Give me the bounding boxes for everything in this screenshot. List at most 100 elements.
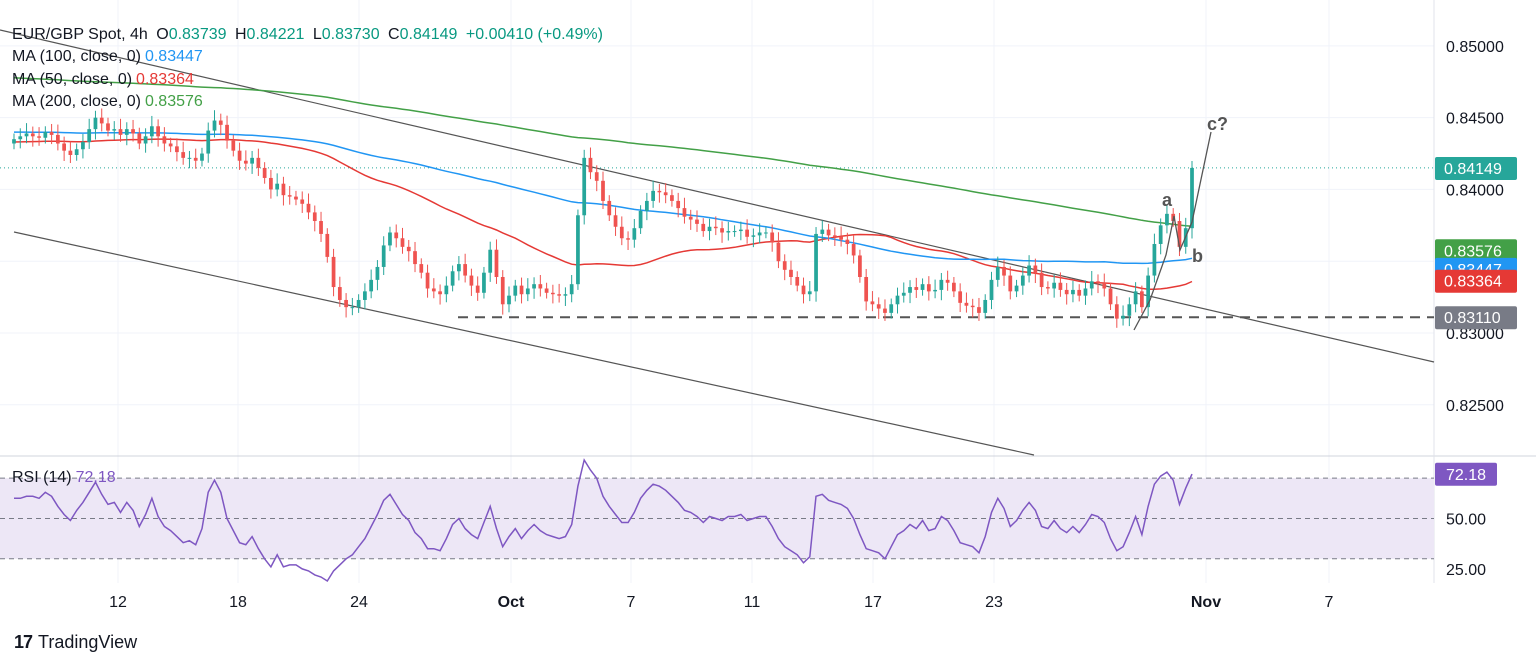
symbol-title: EUR/GBP Spot, 4h	[12, 26, 148, 43]
candle-body	[337, 287, 342, 300]
candle	[388, 226, 392, 252]
candle	[118, 118, 123, 142]
price-tag-label: 0.83364	[1444, 274, 1502, 291]
candle-body	[1190, 167, 1194, 229]
ma200-line	[13, 77, 1193, 228]
wave-projection-line	[1133, 131, 1212, 331]
candle-body	[738, 229, 743, 232]
candle	[670, 189, 674, 207]
candle-body	[707, 226, 712, 232]
candle	[532, 277, 536, 299]
candle	[782, 254, 787, 281]
candle-body	[845, 239, 850, 244]
candle	[225, 115, 229, 149]
candle-body	[62, 143, 66, 151]
tradingview-logo-icon: 17	[14, 632, 33, 652]
candle-body	[500, 277, 505, 305]
candle-body	[607, 200, 612, 216]
candle-body	[839, 236, 843, 240]
legend-ma50: MA (50, close, 0) 0.83364	[12, 71, 198, 89]
low-label: L	[312, 26, 322, 43]
candle	[801, 277, 806, 304]
candle-body	[1165, 213, 1169, 226]
candle-body	[594, 172, 599, 181]
candle	[149, 115, 154, 144]
legend-ma50-value: 0.83364	[136, 71, 194, 88]
candle-body	[801, 285, 806, 295]
candle-body	[638, 210, 643, 229]
candle	[425, 264, 430, 298]
candle	[657, 183, 662, 203]
candle-body	[544, 288, 549, 293]
tradingview-logo[interactable]: 17 TradingView	[14, 632, 137, 653]
candle	[43, 126, 48, 144]
candle	[68, 141, 73, 164]
y-tick-label: 0.83000	[1446, 326, 1504, 343]
candle	[945, 270, 950, 291]
candle	[757, 223, 762, 244]
candle-body	[920, 284, 925, 290]
candle	[601, 171, 605, 209]
candle-body	[939, 279, 944, 290]
candle-body	[1121, 315, 1125, 319]
candle	[582, 149, 587, 225]
high-label: H	[234, 26, 247, 43]
candle	[419, 258, 424, 279]
candle	[256, 148, 261, 176]
candle	[369, 269, 374, 299]
candle	[1046, 281, 1050, 295]
candle	[93, 110, 98, 140]
candle	[1121, 305, 1125, 326]
candle-body	[983, 299, 988, 313]
close-value: 0.84149	[399, 26, 458, 43]
candle-body	[613, 215, 618, 227]
candle-body	[156, 126, 160, 137]
candle	[337, 276, 342, 307]
candle	[1033, 258, 1038, 284]
candle	[1064, 283, 1069, 305]
candle-body	[212, 120, 217, 131]
x-tick-label: Oct	[498, 594, 525, 611]
candle-body	[814, 233, 818, 292]
candle	[1052, 274, 1057, 298]
candle-body	[914, 287, 919, 290]
candle-body	[895, 295, 900, 305]
candle	[995, 256, 1000, 287]
candle	[1165, 204, 1169, 234]
candle-body	[964, 302, 969, 306]
candle-body	[55, 134, 60, 144]
candle-body	[688, 216, 693, 220]
candle	[569, 274, 574, 303]
x-tick-label: Nov	[1191, 594, 1221, 611]
candle	[770, 224, 775, 252]
candle-body	[438, 291, 442, 295]
candle	[701, 218, 706, 237]
candle	[375, 260, 380, 291]
candle-body	[494, 249, 499, 277]
x-tick-label: 7	[627, 594, 636, 611]
candle-body	[344, 299, 348, 308]
candle	[49, 123, 54, 145]
close-label: C	[388, 26, 400, 43]
candle	[908, 280, 912, 304]
candle	[312, 205, 317, 232]
candle-body	[1046, 287, 1050, 289]
candle	[651, 180, 655, 208]
candle-body	[381, 245, 386, 267]
candle-body	[1008, 275, 1013, 292]
candle	[901, 282, 906, 303]
candle-body	[231, 140, 236, 151]
candle-body	[106, 123, 110, 131]
candle-body	[901, 292, 906, 296]
candle-body	[131, 129, 135, 134]
candle-body	[118, 129, 123, 135]
candle	[1133, 282, 1138, 313]
candle-body	[989, 279, 994, 300]
candle	[977, 297, 981, 321]
channel-upper-line	[0, 29, 1435, 363]
candle	[557, 283, 562, 303]
candle	[751, 228, 756, 248]
candle-body	[350, 307, 355, 309]
candle	[1083, 280, 1088, 305]
candle	[231, 134, 236, 157]
